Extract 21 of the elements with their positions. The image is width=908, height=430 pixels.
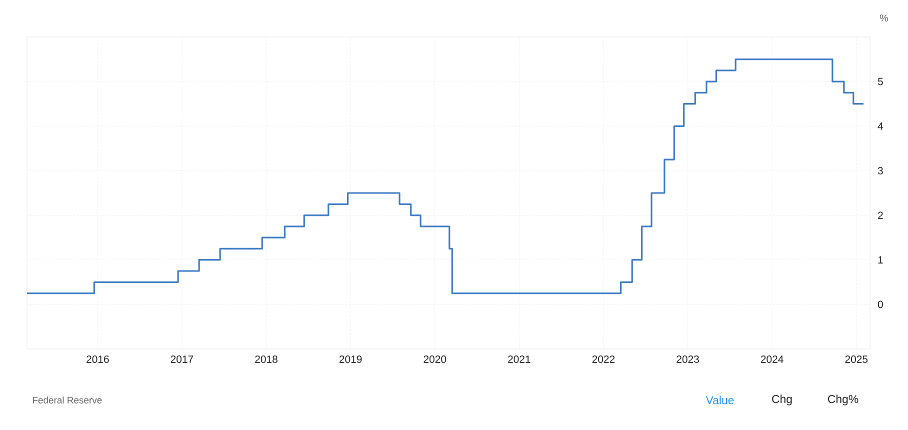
x-tick-label: 2017 — [170, 356, 194, 363]
y-tick-label: 4 — [878, 122, 884, 130]
x-tick-label: 2020 — [424, 356, 446, 363]
y-tick-label: 0 — [878, 300, 883, 308]
y-tick-label: 5 — [878, 78, 883, 86]
y-tick-label: 3 — [878, 167, 883, 174]
x-tick-label: 2025 — [845, 356, 868, 363]
text: Federal Reserve — [32, 396, 102, 404]
text: Value — [706, 396, 734, 404]
x-tick-label: 2019 — [339, 356, 362, 363]
text: Chg — [772, 394, 792, 406]
y-tick-label: 2 — [878, 212, 883, 219]
x-tick-label: 2023 — [676, 356, 699, 363]
x-tick-label: 2022 — [592, 356, 615, 363]
x-tick-label: 2018 — [255, 356, 278, 363]
x-tick-label: 2021 — [508, 356, 530, 363]
text: Chg% — [828, 394, 858, 406]
x-tick-label: 2024 — [760, 356, 784, 363]
y-axis-title: % — [880, 14, 888, 22]
y-tick-label: 1 — [878, 256, 883, 264]
x-tick-label: 2016 — [86, 356, 109, 363]
